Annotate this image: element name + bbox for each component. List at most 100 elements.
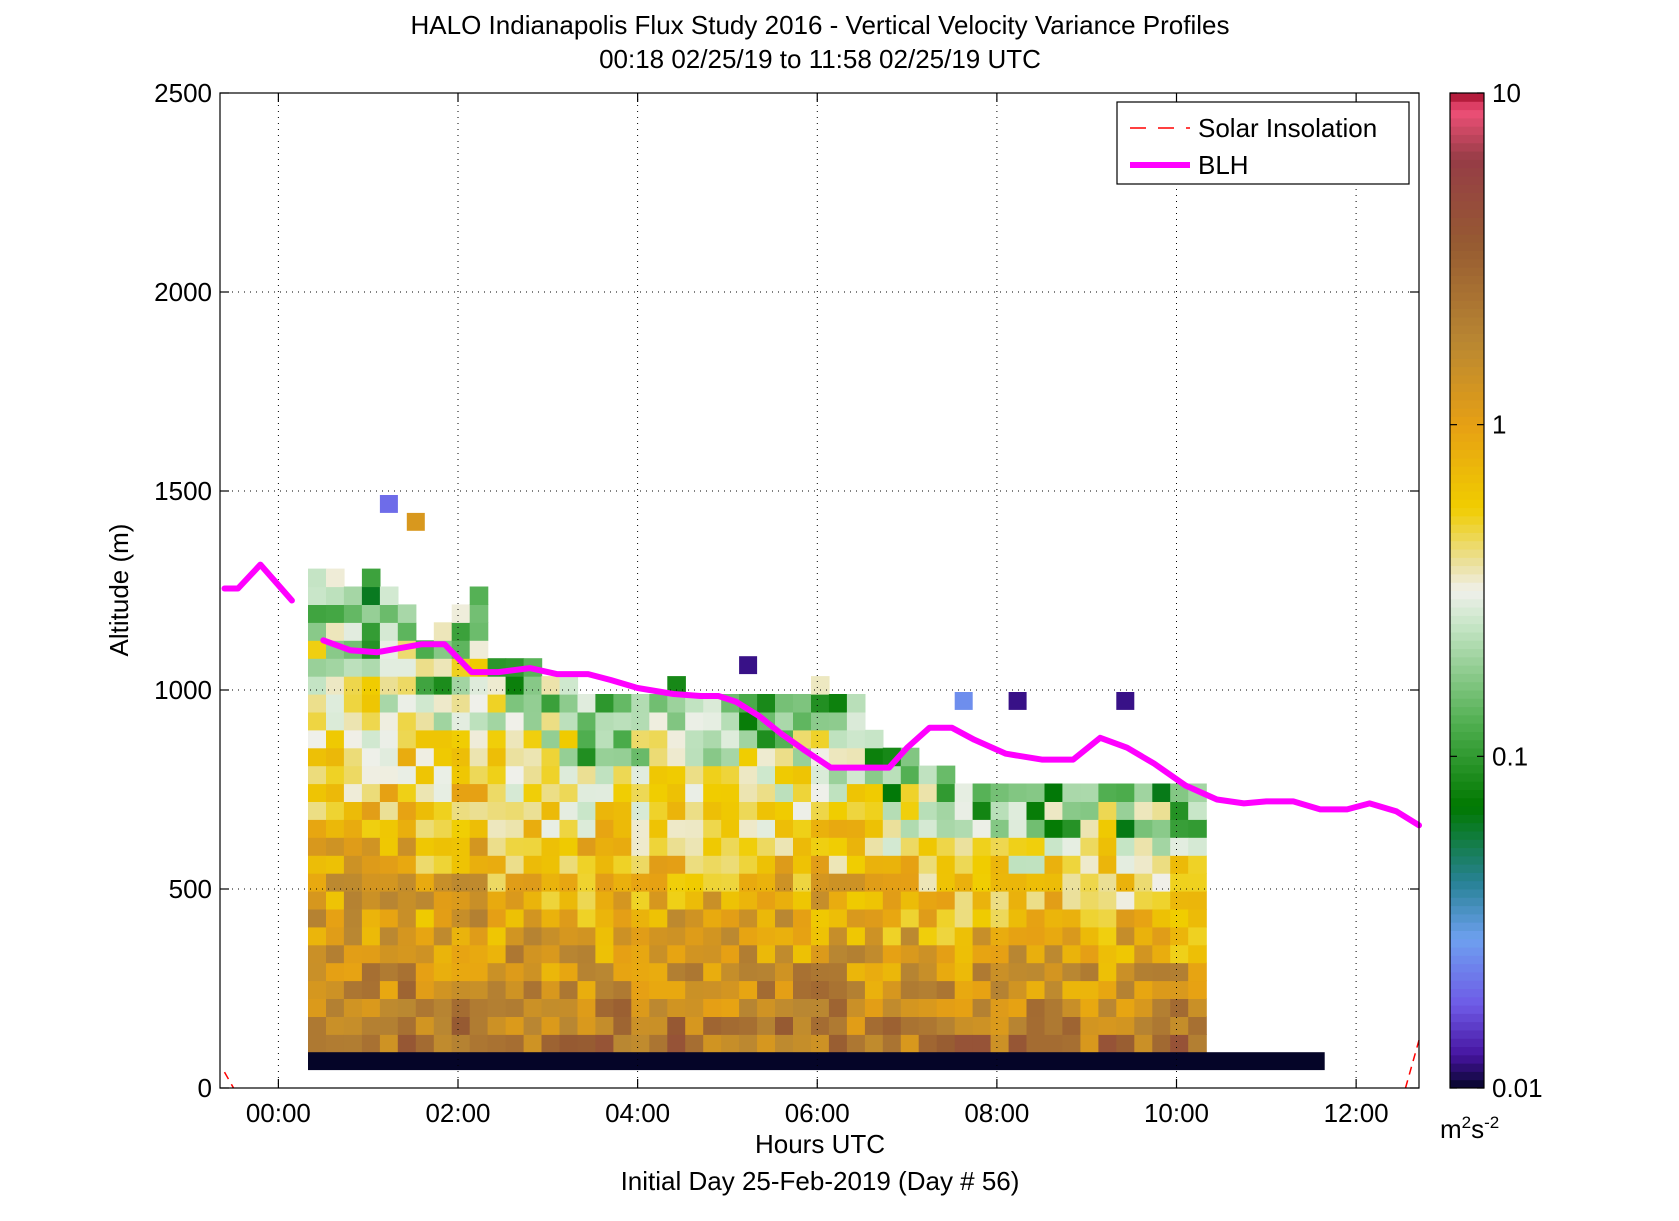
heatmap-cell <box>505 765 525 785</box>
colorbar-segment <box>1450 275 1484 285</box>
heatmap-cell <box>864 747 884 767</box>
heatmap-cell <box>936 980 956 999</box>
heatmap-cell <box>1134 855 1153 874</box>
heatmap-cell <box>595 962 614 982</box>
heatmap-cell <box>757 819 776 838</box>
heatmap-cell <box>990 1016 1010 1035</box>
heatmap-cell <box>703 855 722 874</box>
heatmap-cell <box>1062 980 1081 999</box>
heatmap-cell <box>703 819 722 838</box>
heatmap-cell <box>918 855 938 874</box>
colorbar-segment <box>1450 714 1484 724</box>
heatmap-cell <box>649 926 668 946</box>
heatmap-cell <box>523 747 543 767</box>
heatmap-cell <box>685 908 704 928</box>
heatmap-cell <box>990 926 1010 946</box>
heatmap-cell <box>308 622 327 641</box>
heatmap-cell <box>326 1034 345 1053</box>
heatmap-cell <box>828 908 848 928</box>
heatmap-cell <box>505 1034 525 1053</box>
heatmap-cell <box>721 747 740 767</box>
heatmap-cell <box>703 801 722 820</box>
colorbar-segment <box>1450 1013 1484 1023</box>
heatmap-cell <box>613 765 632 785</box>
heatmap-cell <box>900 1016 920 1035</box>
heatmap-cell <box>487 837 507 856</box>
colorbar-segment <box>1450 947 1484 956</box>
heatmap-cell <box>487 819 507 838</box>
heatmap-cell <box>1008 926 1028 946</box>
heatmap-cell <box>397 908 417 928</box>
heatmap-cell <box>343 873 363 892</box>
colorbar-segment <box>1450 938 1484 948</box>
heatmap-cell <box>954 980 974 999</box>
heatmap-cell <box>703 998 722 1017</box>
heatmap-cell <box>757 747 776 767</box>
heatmap-cell <box>1008 908 1028 928</box>
heatmap-cell <box>1062 891 1081 910</box>
heatmap-cell <box>469 873 489 892</box>
heatmap-cell <box>703 944 722 964</box>
colorbar-segment <box>1450 598 1484 608</box>
heatmap-cell <box>577 908 597 928</box>
heatmap-cell <box>1116 1034 1135 1053</box>
heatmap-cell <box>469 926 489 946</box>
colorbar-segment <box>1450 416 1484 426</box>
heatmap-cell <box>775 783 794 802</box>
y-tick-label: 2000 <box>154 277 212 307</box>
heatmap-cell <box>882 1034 902 1053</box>
heatmap-cell <box>954 837 974 856</box>
colorbar-segment <box>1450 582 1484 591</box>
heatmap-cell <box>1098 891 1117 910</box>
heatmap-cell <box>900 944 920 964</box>
heatmap-cell <box>649 837 668 856</box>
colorbar-segment <box>1450 1046 1484 1056</box>
heatmap-cell <box>757 837 776 856</box>
heatmap-cell <box>308 926 327 946</box>
x-axis-label: Hours UTC <box>755 1129 885 1159</box>
heatmap-cell <box>613 729 632 749</box>
heatmap-cell <box>487 676 507 695</box>
heatmap-cell <box>1188 926 1207 946</box>
heatmap-cell <box>631 783 650 802</box>
heatmap-cell <box>308 1016 327 1035</box>
heatmap-cell <box>846 694 866 713</box>
heatmap-cell <box>775 711 794 731</box>
heatmap-cell <box>1026 1016 1046 1035</box>
heatmap-cell <box>361 729 381 749</box>
colorbar-segment <box>1450 706 1484 716</box>
heatmap-cell <box>1008 962 1028 982</box>
heatmap-cell <box>523 711 543 731</box>
colorbar-segment <box>1450 126 1484 135</box>
heatmap-cell <box>721 1034 740 1053</box>
heatmap-cell <box>793 819 812 838</box>
heatmap-cell <box>846 729 866 749</box>
heatmap-cell <box>1044 944 1064 964</box>
heatmap-cell <box>343 765 363 785</box>
heatmap-cell <box>918 1034 938 1053</box>
heatmap-cell <box>487 944 507 964</box>
heatmap-cell <box>541 998 561 1017</box>
heatmap-cell <box>361 711 381 731</box>
heatmap-cell <box>1026 926 1046 946</box>
heatmap-cell-isolated <box>954 692 973 710</box>
colorbar-tick-label: 0.01 <box>1492 1073 1543 1103</box>
heatmap-cell <box>361 747 381 767</box>
heatmap-cell <box>631 801 650 820</box>
heatmap-cell <box>397 944 417 964</box>
heatmap-cell <box>1062 801 1081 820</box>
heatmap-cell <box>1152 1016 1171 1035</box>
heatmap-cell <box>559 908 579 928</box>
heatmap-cell <box>487 1034 507 1053</box>
heatmap-cell <box>523 962 543 982</box>
heatmap-cell <box>649 801 668 820</box>
heatmap-cell <box>541 694 561 713</box>
heatmap-cell <box>523 908 543 928</box>
heatmap-cell <box>1152 837 1171 856</box>
colorbar-segment <box>1450 217 1484 227</box>
heatmap-cell <box>559 837 579 856</box>
heatmap-cell <box>667 962 686 982</box>
heatmap-cell <box>954 873 974 892</box>
heatmap-cell <box>397 676 417 695</box>
colorbar-segment <box>1450 515 1484 525</box>
